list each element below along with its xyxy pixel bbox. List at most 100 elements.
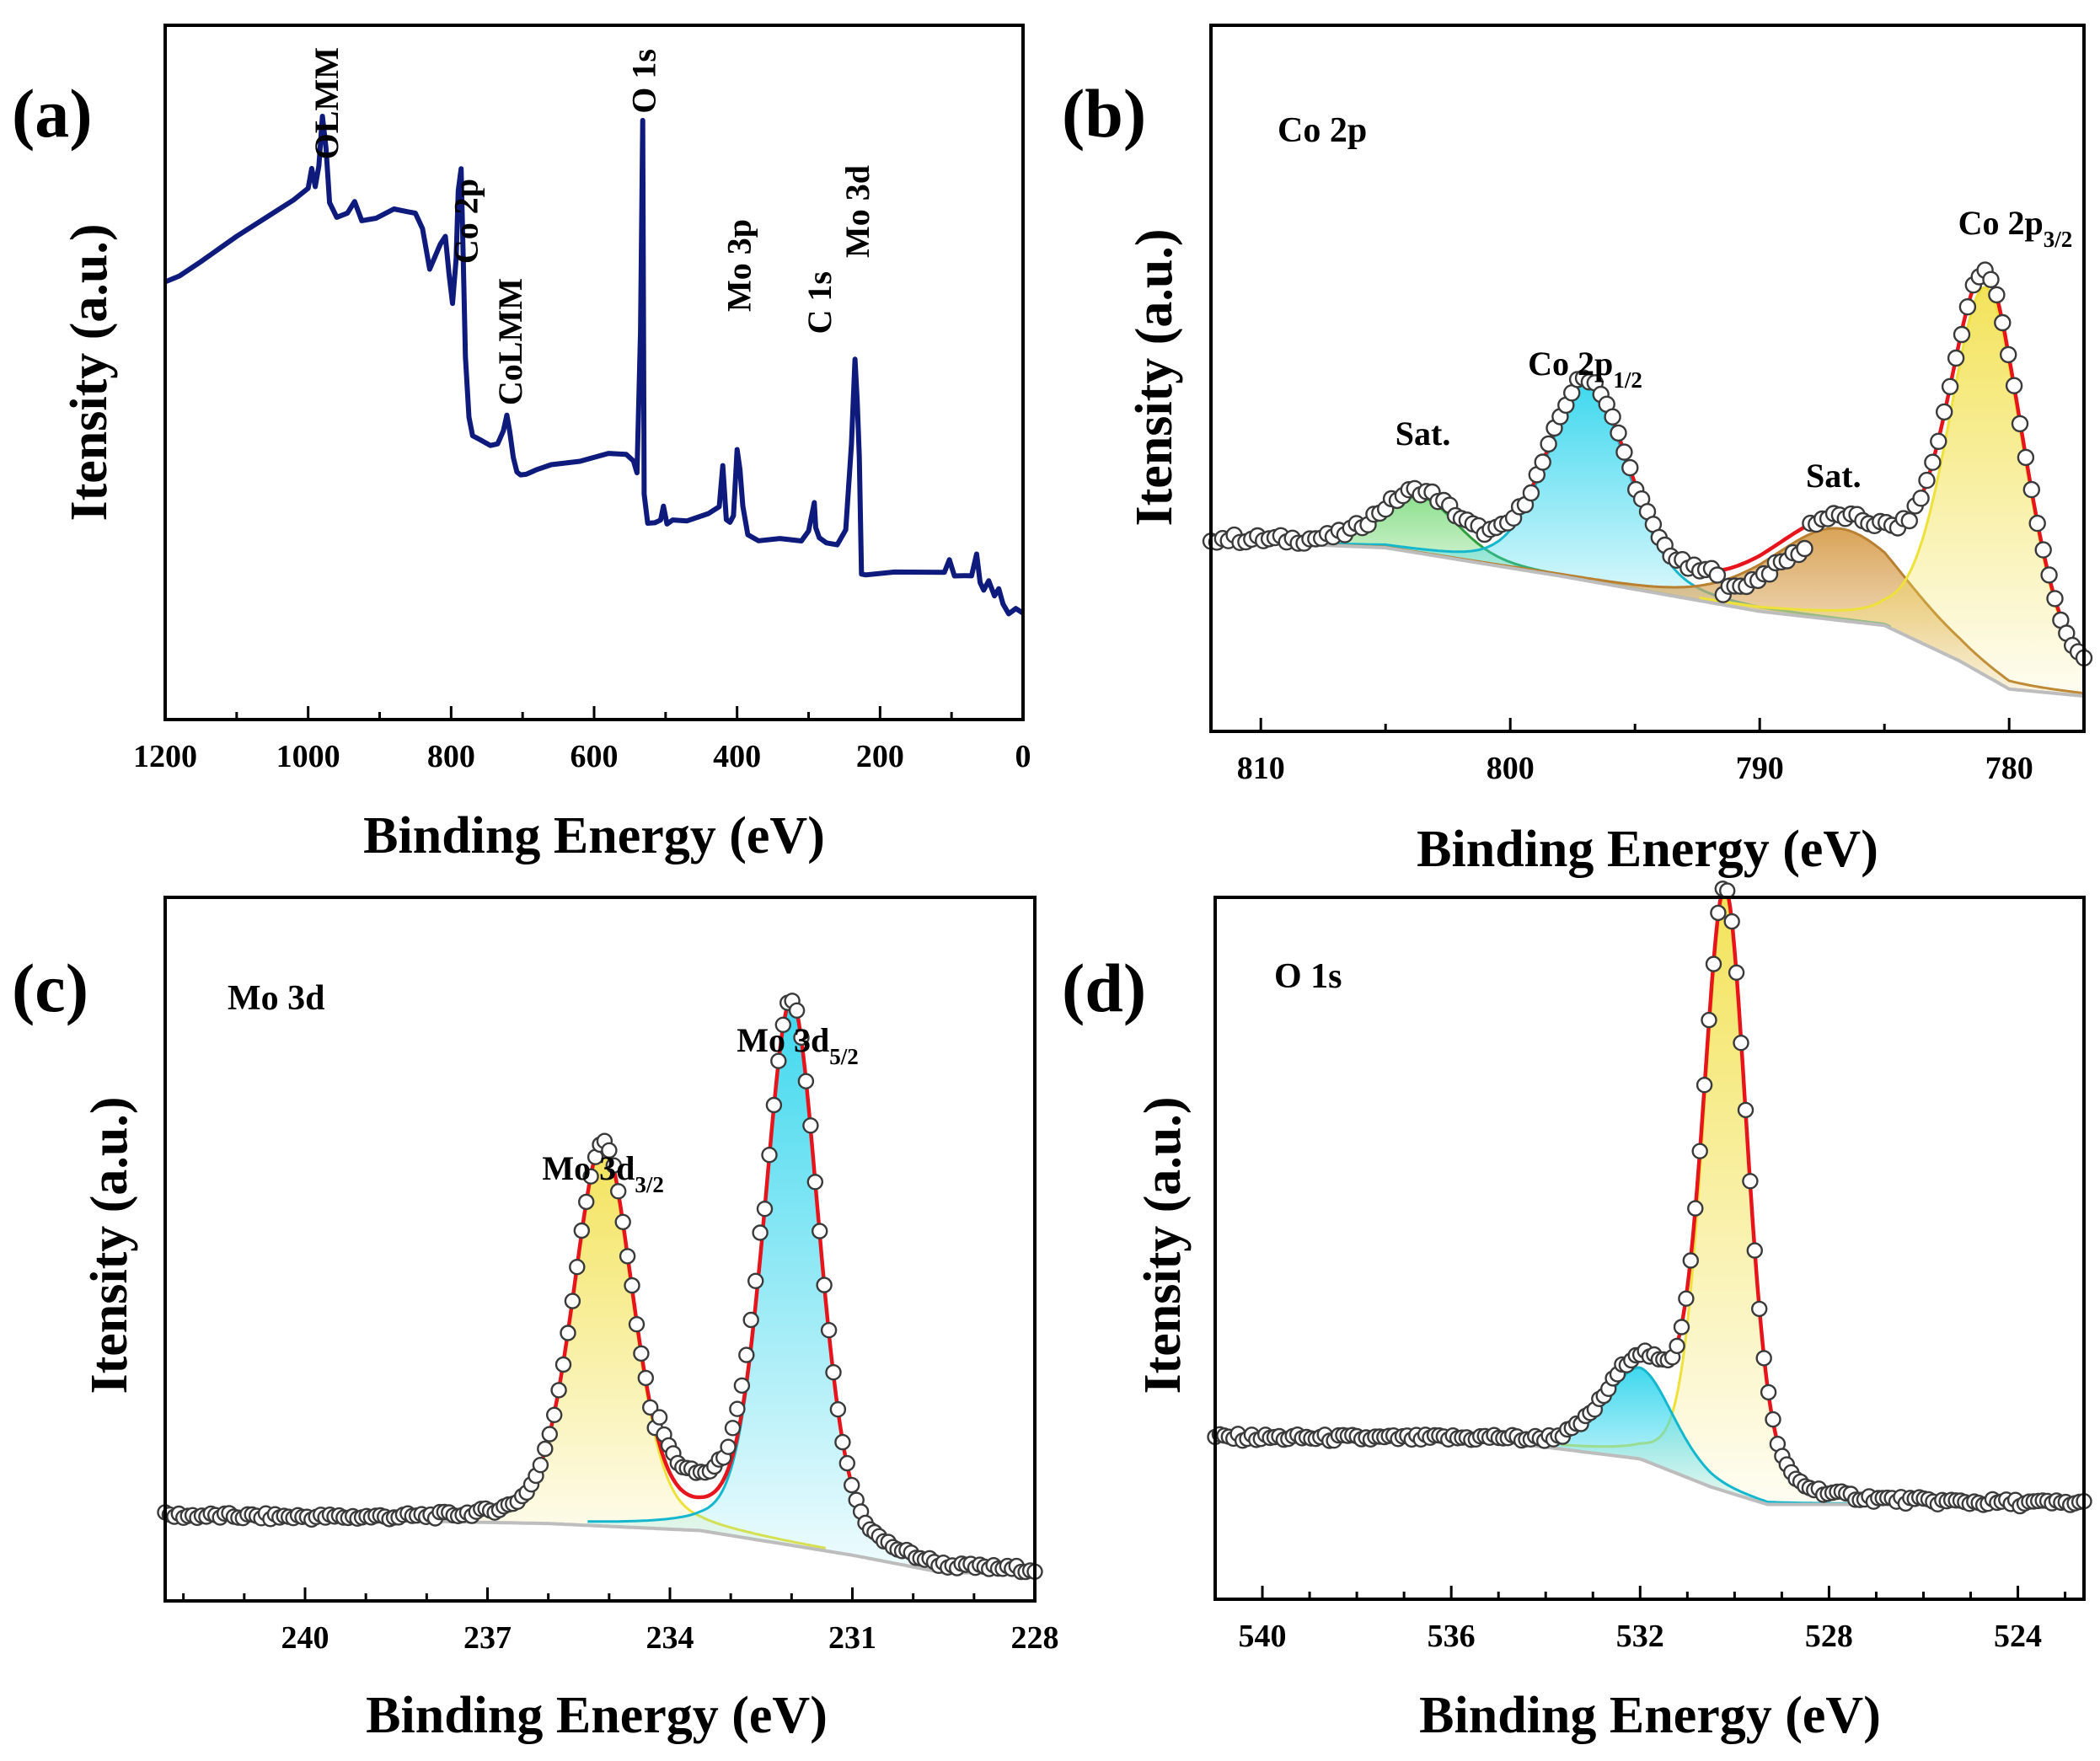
panel-a-frame — [163, 24, 1025, 721]
raw-data-point — [2046, 590, 2064, 608]
raw-data-point — [550, 1382, 567, 1399]
panel-d-frame — [1213, 896, 2086, 1601]
panel-c-letter: (c) — [12, 950, 88, 1026]
panel-a-ylabel: Itensity (a.u.) — [61, 223, 118, 521]
raw-data-point — [605, 1157, 622, 1174]
x-tick-label: 536 — [1428, 1619, 1476, 1654]
raw-data-point — [1988, 286, 2006, 304]
panel-d-ylabel: Itensity (a.u.) — [1134, 1096, 1192, 1394]
x-tick-label: 240 — [281, 1620, 329, 1656]
x-tick-label: 532 — [1616, 1619, 1664, 1654]
x-tick-label: 790 — [1736, 751, 1784, 786]
raw-data-point — [1610, 424, 1627, 442]
peak-label: Sat. — [1806, 457, 1862, 495]
raw-data-point — [1765, 1410, 1781, 1428]
raw-data-point — [1935, 403, 1953, 421]
raw-data-point — [1696, 1076, 1713, 1094]
raw-data-point — [729, 1400, 746, 1417]
panel-a-survey-series — [163, 114, 1025, 617]
raw-data-point — [1540, 435, 1557, 453]
panel-a-survey: (a) 1200 1000 800 600 400 200 0 OLMM Co 2pCoLMM… — [12, 24, 1031, 864]
x-tick-label: 200 — [856, 739, 904, 774]
fit-component-fill — [1211, 496, 1708, 602]
raw-data-point — [2028, 514, 2046, 533]
raw-data-point — [532, 1456, 549, 1474]
peak-label: Co 2p3/2 — [1958, 204, 2073, 252]
raw-data-point — [1669, 1337, 1685, 1355]
raw-data-point — [628, 1315, 646, 1333]
peak-label: Sat. — [1396, 415, 1451, 452]
panel-b-letter: (b) — [1062, 75, 1146, 152]
raw-data-point — [770, 1052, 787, 1069]
raw-data-point — [742, 1311, 759, 1329]
fit-component-fill — [1321, 528, 2084, 697]
panel-b-fit-components — [1202, 261, 2093, 699]
raw-data-point — [619, 1248, 636, 1265]
raw-data-point — [1615, 443, 1633, 461]
peak-label: Co 2p1/2 — [1528, 345, 1642, 393]
raw-data-point — [2011, 415, 2029, 433]
panel-b-xlabel: Binding Energy (eV) — [1417, 821, 1878, 878]
panel-b-ylabel: Itensity (a.u.) — [1126, 228, 1183, 526]
panel-c-title: Mo 3d — [228, 979, 325, 1018]
raw-data-point — [578, 1193, 595, 1211]
panel-d-letter: (d) — [1062, 950, 1146, 1026]
raw-data-point — [564, 1293, 581, 1309]
raw-data-point — [756, 1200, 774, 1218]
raw-data-point — [829, 1400, 847, 1418]
survey-peak-label: C 1s — [801, 271, 838, 334]
raw-data-point — [601, 1142, 618, 1159]
panel-d-xlabel: Binding Energy (eV) — [1419, 1687, 1881, 1744]
raw-data-point — [1728, 964, 1745, 982]
raw-data-point — [1953, 325, 1971, 344]
x-tick-label: 528 — [1805, 1619, 1853, 1654]
raw-data-point — [797, 1073, 815, 1089]
raw-data-point — [788, 1002, 806, 1020]
raw-data-point — [1999, 345, 2017, 364]
survey-peak-label: CoLMM — [491, 278, 529, 405]
raw-data-point — [560, 1325, 576, 1341]
raw-data-point — [1673, 1319, 1690, 1335]
raw-data-point — [1701, 1011, 1717, 1029]
survey-peak-label: Mo 3p — [720, 219, 758, 312]
raw-data-point — [1733, 1034, 1749, 1052]
x-tick-label: 800 — [427, 739, 475, 774]
raw-data-point — [637, 1369, 654, 1387]
raw-data-point — [1708, 566, 1727, 584]
raw-data-point — [761, 1146, 778, 1164]
panel-c-fit-components — [157, 993, 1043, 1581]
raw-data-point — [825, 1363, 842, 1381]
fit-component-fill — [587, 1004, 996, 1573]
raw-data-point — [720, 1438, 737, 1455]
raw-data-point — [738, 1346, 755, 1363]
x-tick-label: 800 — [1487, 751, 1535, 786]
x-tick-label: 540 — [1239, 1619, 1287, 1654]
raw-data-point — [752, 1224, 769, 1241]
raw-data-point — [1750, 1300, 1768, 1318]
raw-data-point — [569, 1258, 586, 1276]
survey-peak-label: Mo 3d — [838, 165, 876, 258]
survey-spectrum-line — [163, 114, 1025, 617]
raw-data-point — [1924, 453, 1942, 471]
x-tick-label: 231 — [828, 1620, 876, 1656]
raw-data-point — [838, 1454, 855, 1472]
raw-data-point — [802, 1117, 819, 1134]
raw-data-point — [1705, 955, 1722, 972]
x-tick-label: 1000 — [276, 739, 340, 774]
panel-c-frame — [163, 896, 1037, 1603]
panel-b-title: Co 2p — [1278, 111, 1367, 150]
raw-data-point — [642, 1399, 659, 1416]
fit-component-fill — [1699, 287, 2084, 697]
raw-data-point — [582, 1168, 599, 1185]
panel-c-xlabel: Binding Energy (eV) — [366, 1687, 828, 1744]
raw-data-point — [1930, 432, 1947, 450]
raw-data-point — [2005, 377, 2023, 394]
raw-data-point — [1900, 511, 1919, 530]
raw-data-point — [1796, 539, 1813, 558]
raw-data-point — [765, 1096, 783, 1114]
raw-data-point — [793, 1029, 810, 1046]
raw-data-point — [774, 1016, 791, 1034]
x-tick-label: 0 — [1015, 739, 1031, 774]
raw-data-point — [1918, 471, 1936, 490]
